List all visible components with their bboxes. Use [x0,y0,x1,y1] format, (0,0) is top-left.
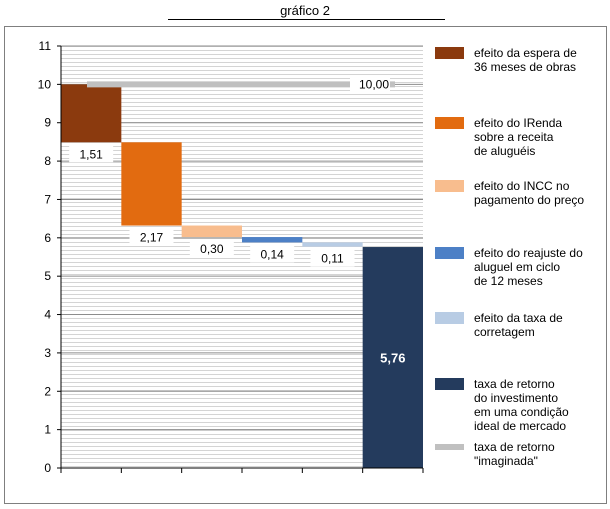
legend-label: efeito do INCC no pagamento do preço [474,179,585,207]
bar-5 [302,242,363,247]
y-tick-label: 1 [44,423,51,437]
legend-swatch [435,247,464,259]
data-label-4: 0,14 [260,247,284,261]
y-tick-label: 5 [44,269,51,283]
chart-frame [4,26,607,504]
data-label-bg-4 [250,245,295,263]
data-label-1: 1,51 [79,147,103,161]
data-label-3: 0,30 [200,242,224,256]
bar-6 [362,247,423,468]
legend-swatch [435,378,464,390]
legend: efeito da espera de 36 meses de obras efe… [433,0,608,509]
data-label-bg-3 [189,240,234,258]
reference-label-bg [350,75,390,94]
bar-3 [181,225,242,238]
data-label-bg-2 [129,228,174,246]
x-axis-ticks [60,468,424,473]
y-tick-label: 10 [38,77,52,91]
legend-swatch [435,117,464,129]
legend-swatch [435,444,464,450]
legend-label: efeito da espera de 36 meses de obras [474,46,577,74]
data-labels: 10,00 1,51 2,17 0,30 0,14 0,11 5,76 [69,75,405,366]
y-axis-tick-labels: 0 1 2 3 4 5 6 7 8 9 10 11 [38,39,52,475]
data-label-bg-1 [69,145,114,163]
y-tick-label: 2 [44,384,51,398]
bar-2 [121,142,182,226]
chart-title: gráfico 2 [280,3,330,18]
axes [60,46,423,469]
title-underline [168,19,445,20]
reference-label: 10,00 [359,77,389,91]
legend-swatch [435,180,464,192]
data-label-6: 5,76 [380,351,405,366]
y-tick-label: 7 [44,192,51,206]
y-tick-label: 3 [44,346,51,360]
y-tick-label: 6 [44,231,51,245]
legend-label: efeito do IRenda sobre a receita de alug… [474,116,563,158]
legend-label: efeito do reajuste do aluguel em ciclo d… [474,246,583,288]
legend-swatch [435,312,464,324]
legend-label: efeito da taxa de corretagem [474,311,563,339]
y-tick-label: 8 [44,154,51,168]
y-tick-label: 4 [44,308,51,322]
legend-swatch [435,47,464,59]
legend-label: taxa de retorno do investimento em uma c… [474,377,569,433]
data-label-2: 2,17 [140,231,164,245]
bar-1 [61,84,122,143]
bars [61,84,423,468]
y-tick-label: 0 [44,461,51,475]
y-tick-label: 11 [39,39,52,53]
legend-label: taxa de retorno "imaginada" [474,440,555,468]
y-tick-label: 9 [44,116,51,130]
data-label-5: 0,11 [321,252,344,266]
data-label-bg-5 [310,249,355,267]
bar-4 [242,237,303,243]
